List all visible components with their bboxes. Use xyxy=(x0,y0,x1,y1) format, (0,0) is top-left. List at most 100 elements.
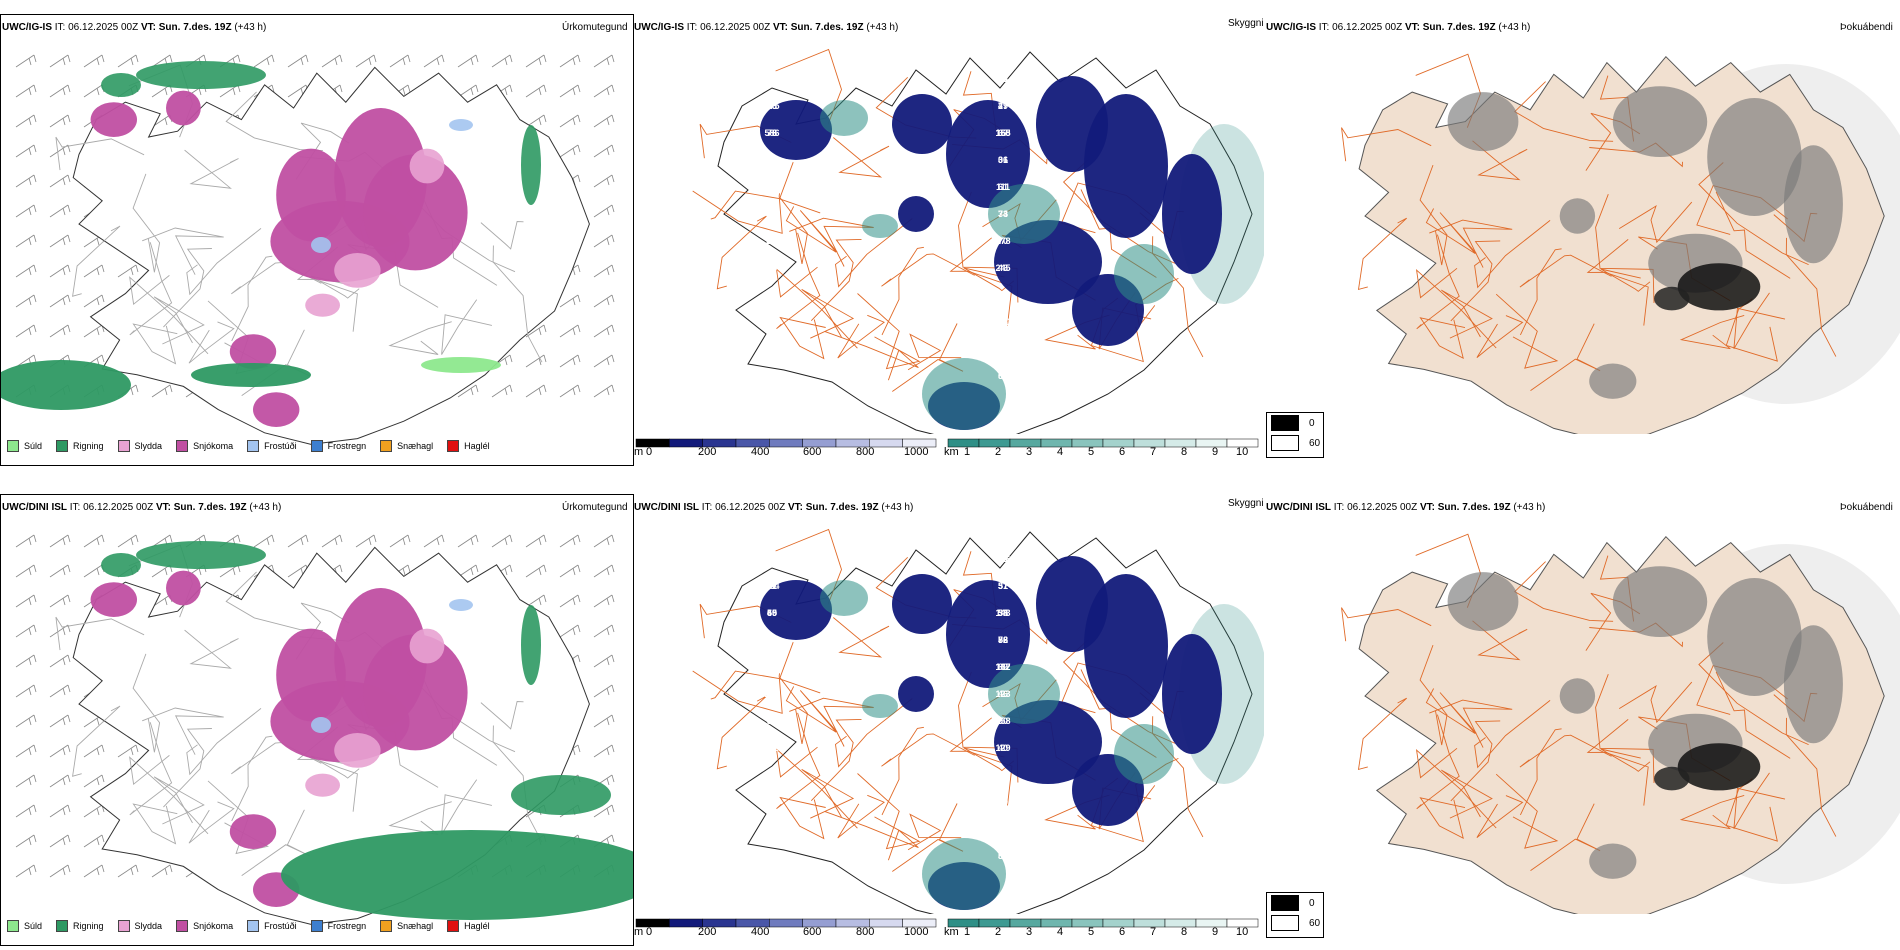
cloud-base-label: 164 xyxy=(764,824,779,834)
wind-barb-feather xyxy=(339,84,343,93)
cloud-base-label: 62 xyxy=(998,290,1008,300)
wind-barb-feather xyxy=(28,327,32,336)
wind-barb-feather xyxy=(28,747,32,756)
wind-barb-shaft xyxy=(559,624,579,638)
vis-tick: 8 xyxy=(1181,926,1188,938)
visibility-bar xyxy=(947,918,1259,928)
road-line xyxy=(1519,734,1612,768)
road-line xyxy=(142,707,224,755)
height-bar-segment xyxy=(902,438,937,448)
wind-barb-feather xyxy=(33,114,37,123)
road-line xyxy=(55,136,145,171)
cloud-base-label: 76 xyxy=(767,128,777,138)
cloud-base-label: 89 xyxy=(998,662,1008,672)
vt-value: Sun. 7.des. 19Z xyxy=(158,22,232,33)
wind-barb-feather xyxy=(33,534,37,543)
road-line xyxy=(881,246,924,336)
wind-barb xyxy=(49,114,71,128)
wind-barb-feather xyxy=(169,864,173,873)
wind-barb-feather xyxy=(606,177,610,186)
road-line xyxy=(810,238,862,322)
road-line xyxy=(1586,239,1649,326)
wind-barb xyxy=(151,864,173,878)
rain-area xyxy=(1,360,131,410)
wind-barb-feather xyxy=(96,567,100,576)
wind-barb xyxy=(15,534,37,548)
road-line xyxy=(188,321,235,364)
wind-barb-feather xyxy=(130,747,134,756)
wind-barb-feather xyxy=(606,807,610,816)
wind-barb-feather xyxy=(96,837,100,846)
road-line xyxy=(132,803,178,845)
wind-barb xyxy=(15,234,37,248)
cloud-base-label: 72 xyxy=(998,635,1008,645)
wind-barb-shaft xyxy=(389,54,409,68)
wind-barb-shaft xyxy=(457,534,477,548)
rain-area xyxy=(136,61,266,89)
vis-tick: 3 xyxy=(1026,446,1033,458)
fog-index-area xyxy=(1612,86,1708,157)
wind-barb-shaft xyxy=(287,54,307,68)
fog-scale-min: 0 xyxy=(1309,417,1315,429)
cloud-height-bar xyxy=(635,918,937,928)
vis-unit: km xyxy=(944,446,959,458)
wind-barb xyxy=(49,294,71,308)
fog-index-high xyxy=(1677,743,1761,791)
legend-label: Snæhagl xyxy=(397,921,434,931)
wind-barb xyxy=(83,564,105,578)
wind-barb xyxy=(15,864,37,878)
wind-barb-feather xyxy=(611,534,615,543)
wind-barb-feather xyxy=(62,57,66,66)
vis-tick: 5 xyxy=(1088,446,1095,458)
wind-barb xyxy=(49,84,71,98)
wind-barb-shaft xyxy=(219,564,239,578)
wind-barb xyxy=(83,84,105,98)
wind-barb-feather xyxy=(67,234,71,243)
wind-barb-feather xyxy=(538,87,542,96)
wind-barb xyxy=(49,534,71,548)
cloud-base-label: 40 xyxy=(767,608,777,618)
wind-barb-feather xyxy=(62,807,66,816)
wind-barb-feather xyxy=(62,87,66,96)
fog-header: UWC/DINI ISL IT: 06.12.2025 00Z VT: Sun.… xyxy=(1266,502,1545,513)
cloud-header: UWC/IG-IS IT: 06.12.2025 00Z VT: Sun. 7.… xyxy=(634,22,898,33)
wind-barb xyxy=(491,384,513,398)
wind-barb-shaft xyxy=(151,384,171,398)
wind-barb-shaft xyxy=(15,594,35,608)
cloud-base-label: 48 xyxy=(767,554,777,564)
wind-barb-feather xyxy=(509,384,513,393)
precip-legend: Súld Rigning Slydda Snjókoma Frostúði Frostre… xyxy=(7,920,504,932)
wind-barb xyxy=(593,384,615,398)
freezing-drizzle-area xyxy=(449,599,473,611)
rain-area xyxy=(136,541,266,569)
height-tick: 0 xyxy=(646,926,653,938)
wind-barb-shaft xyxy=(83,534,103,548)
cloud-base-label: 168 xyxy=(995,128,1010,138)
lead-time: (+43 h) xyxy=(1498,22,1531,33)
road-line xyxy=(833,617,890,658)
road-line xyxy=(1415,747,1497,829)
wind-barb xyxy=(15,804,37,818)
wind-barb xyxy=(593,144,615,158)
wind-barb-shaft xyxy=(287,534,307,548)
wind-barb-shaft xyxy=(49,234,69,248)
wind-barb xyxy=(593,804,615,818)
cloud-base-label: 50 xyxy=(998,371,1008,381)
fog-panel xyxy=(1266,14,1900,434)
sleet-area xyxy=(334,253,381,288)
height-tick: 1000 xyxy=(904,926,929,938)
cloud-base-label: 57 xyxy=(767,716,777,726)
wind-barb xyxy=(593,654,615,668)
low-visibility-patch xyxy=(1114,724,1174,784)
cloud-base-label: 34 xyxy=(998,608,1008,618)
wind-barb-feather xyxy=(436,57,440,66)
height-tick: 600 xyxy=(803,446,822,458)
cloud-base-label: 51 xyxy=(998,581,1008,591)
road-line xyxy=(129,755,209,835)
legend-swatch xyxy=(117,440,130,452)
wind-barb-feather xyxy=(101,354,105,363)
wind-barb-feather xyxy=(28,207,32,216)
cloud-base-label: 40 xyxy=(998,743,1008,753)
wind-barb-feather xyxy=(33,84,37,93)
road-line xyxy=(441,299,492,355)
